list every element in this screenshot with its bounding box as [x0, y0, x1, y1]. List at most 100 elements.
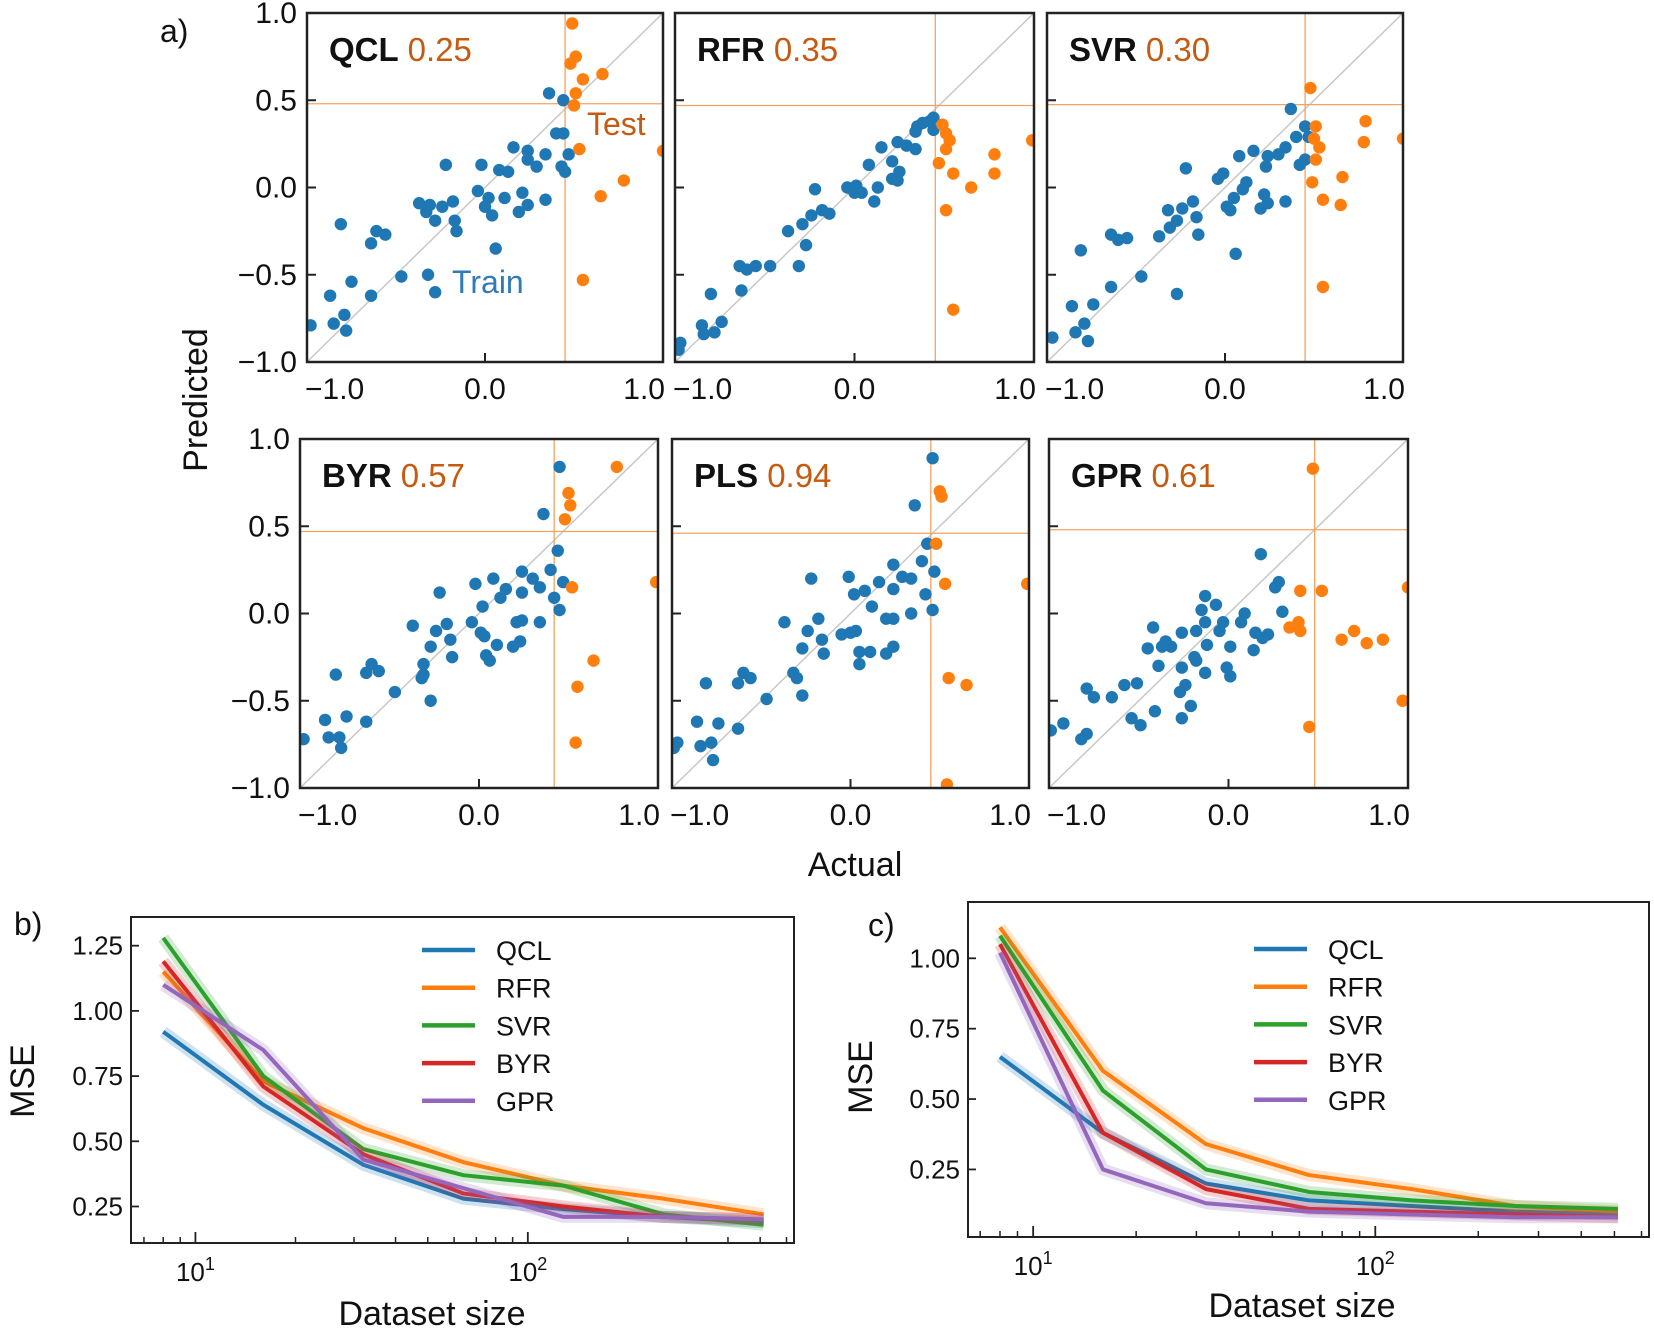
- test-point: [1335, 633, 1348, 646]
- train-point: [1198, 616, 1212, 629]
- test-point: [564, 499, 577, 512]
- train-point: [1175, 626, 1189, 639]
- train-point: [909, 125, 922, 138]
- test-point: [562, 486, 575, 500]
- train-point: [731, 677, 745, 690]
- train-point: [778, 616, 791, 629]
- train-point: [448, 214, 461, 227]
- train-point: [498, 191, 511, 205]
- train-point: [1152, 230, 1166, 243]
- tick-base: 10: [1014, 1251, 1043, 1281]
- x-tick-label: −1.0: [298, 799, 357, 832]
- train-point: [553, 460, 566, 474]
- train-point: [513, 635, 527, 648]
- train-point: [539, 193, 552, 206]
- train-point: [735, 284, 748, 297]
- panel-b-label: b): [14, 906, 42, 942]
- train-point: [817, 647, 830, 660]
- train-point: [796, 217, 809, 231]
- test-point: [565, 581, 579, 594]
- train-point: [1198, 666, 1212, 680]
- x-tick-label: 101: [1014, 1248, 1053, 1281]
- legend: QCL RFR SVR BYR GPR: [1254, 935, 1387, 1116]
- identity-line: [1049, 439, 1408, 788]
- tick-exponent: 1: [205, 1254, 215, 1274]
- train-point: [865, 600, 879, 613]
- legend-label: SVR: [496, 1011, 552, 1041]
- train-point: [1081, 334, 1095, 348]
- x-tick-label: −1.0: [1045, 373, 1104, 406]
- test-point: [617, 174, 631, 187]
- tick-exponent: 2: [1385, 1248, 1395, 1268]
- train-point: [855, 186, 868, 199]
- test-point: [1360, 636, 1373, 650]
- train-point: [1074, 244, 1088, 257]
- test-point: [1334, 198, 1347, 212]
- train-point: [799, 238, 813, 252]
- train-point: [1130, 677, 1144, 690]
- test-point: [1026, 134, 1034, 147]
- x-tick-label: −1.0: [1047, 799, 1106, 832]
- train-point: [887, 582, 900, 596]
- x-tick-label: 1.0: [618, 799, 660, 832]
- train-point: [521, 144, 534, 158]
- train-point: [1135, 270, 1148, 283]
- train-point: [704, 287, 718, 301]
- legend-item-rfr: RFR: [1254, 973, 1384, 1003]
- model-name: SVR: [1069, 31, 1137, 68]
- train-point: [318, 713, 332, 727]
- train-point: [424, 694, 437, 707]
- y-tick-label: 0.75: [72, 1061, 123, 1091]
- panel-c-label: c): [868, 907, 895, 943]
- train-point: [823, 207, 836, 220]
- train-point: [1298, 120, 1312, 133]
- y-tick-label: 1.00: [909, 943, 960, 973]
- legend-label: RFR: [1328, 973, 1384, 1003]
- legend-item-svr: SVR: [422, 1011, 552, 1041]
- y-tick-label: 1.0: [248, 423, 290, 456]
- train-point: [515, 586, 529, 599]
- test-point: [929, 537, 943, 550]
- subplot-gpr: −1.0 0.0 1.0 GPR 0.61: [1047, 437, 1410, 832]
- y-tick-label: −1.0: [231, 772, 290, 805]
- series-rfr: [158, 967, 765, 1221]
- train-point: [530, 160, 543, 173]
- train-point: [1148, 705, 1162, 718]
- train-point: [1224, 203, 1237, 217]
- test-point: [1316, 280, 1330, 294]
- y-tick-label: 0.0: [255, 172, 297, 205]
- test-point: [610, 460, 624, 474]
- train-point: [915, 554, 929, 568]
- train-point: [1261, 149, 1274, 163]
- train-point: [805, 209, 818, 222]
- test-point: [1283, 621, 1296, 634]
- train-point: [1164, 640, 1178, 653]
- train-point: [1075, 732, 1088, 746]
- train-point: [792, 259, 806, 273]
- train-point: [801, 624, 814, 638]
- legend-item-byr: BYR: [1254, 1048, 1384, 1078]
- series-svr: [995, 932, 1619, 1215]
- train-point: [1175, 661, 1189, 674]
- test-point: [566, 17, 579, 30]
- train-point: [699, 677, 713, 690]
- plot-area: [300, 439, 658, 788]
- train-point: [483, 654, 496, 667]
- x-tick-label: 0.0: [464, 373, 506, 406]
- test-point: [569, 736, 582, 749]
- test-point: [587, 654, 600, 667]
- train-point: [1141, 642, 1154, 655]
- series-svr: [158, 934, 765, 1231]
- train-point: [372, 664, 385, 678]
- x-tick-label: 0.0: [458, 799, 500, 832]
- legend-item-svr: SVR: [1254, 1010, 1384, 1040]
- train-point: [539, 148, 552, 161]
- panel-c-xlabel: Dataset size: [1208, 1287, 1395, 1325]
- train-point: [1233, 149, 1246, 163]
- train-point: [1120, 231, 1134, 245]
- y-tick-label: 1.00: [72, 996, 123, 1026]
- subplot-title: RFR 0.35: [697, 31, 838, 68]
- x-tick-label: 102: [508, 1254, 547, 1287]
- subplot-title: SVR 0.30: [1069, 31, 1210, 68]
- train-point: [731, 722, 745, 735]
